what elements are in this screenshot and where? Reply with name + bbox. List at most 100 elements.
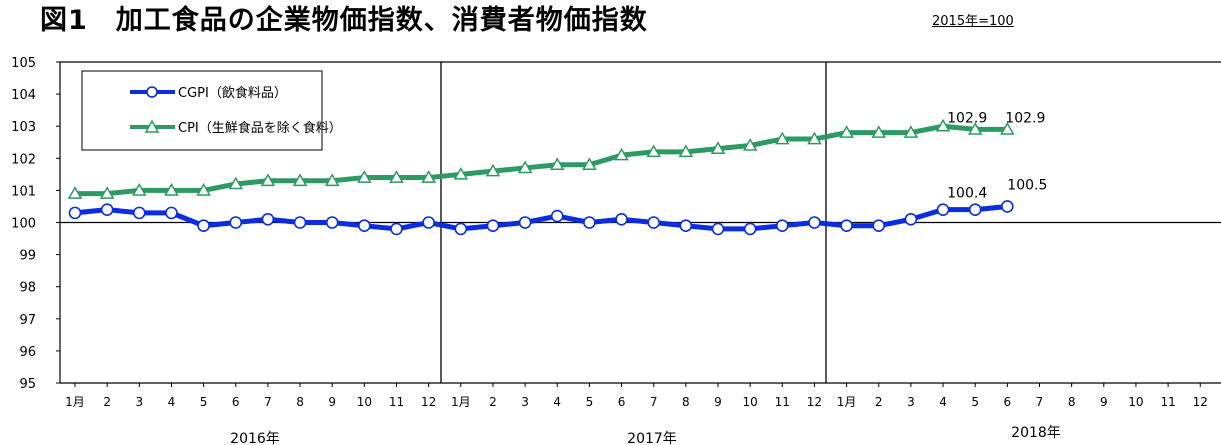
cgpi-point — [968, 203, 982, 216]
cgpi-point — [647, 216, 661, 229]
cgpi-point — [133, 206, 146, 220]
x-tick-label: 7 — [1036, 395, 1044, 409]
cgpi-point — [679, 219, 693, 233]
cgpi-point — [808, 216, 821, 229]
cpi-point — [421, 170, 436, 183]
cpi-point — [389, 170, 404, 183]
y-tick-label: 103 — [11, 120, 36, 135]
series-line-cgpi — [74, 203, 1008, 232]
series-line-cpi — [75, 123, 1008, 197]
cgpi-point — [840, 219, 853, 233]
x-tick-label: 7 — [264, 395, 272, 409]
cpi-point — [549, 157, 565, 171]
legend-label-cgpi: CGPI（飲食料品） — [178, 85, 287, 101]
x-tick-label: 9 — [1100, 395, 1108, 409]
x-tick-label: 4 — [553, 395, 561, 409]
cgpi-point — [261, 212, 275, 226]
x-tick-label: 2 — [875, 395, 883, 409]
y-tick-label: 99 — [19, 249, 36, 264]
y-tick-label: 95 — [19, 377, 36, 392]
x-tick-label: 10 — [743, 395, 758, 409]
chart-title: 図1 加工食品の企業物価指数、消費者物価指数 — [40, 5, 648, 36]
cpi-point — [742, 138, 758, 151]
cpi-point — [132, 183, 147, 196]
x-tick-label: 12 — [1193, 395, 1208, 409]
x-tick-label: 8 — [1068, 395, 1076, 409]
x-tick-label: 2 — [103, 395, 111, 409]
year-label: 2016年 — [230, 431, 280, 445]
cpi-point — [453, 166, 469, 180]
cpi-point — [775, 131, 790, 145]
x-tick-label: 12 — [421, 395, 436, 409]
x-tick-label: 3 — [521, 395, 529, 409]
cpi-point — [517, 160, 533, 174]
x-tick-label: 7 — [650, 395, 658, 409]
cgpi-point — [325, 216, 339, 229]
cpi-point — [807, 131, 822, 145]
x-tick-label: 11 — [389, 395, 404, 409]
unit-note: 2015年=100 — [932, 14, 1014, 29]
y-tick-label: 102 — [11, 152, 36, 167]
x-tick-label: 5 — [971, 395, 979, 409]
cgpi-point — [1001, 200, 1014, 213]
x-tick-label: 10 — [1128, 395, 1143, 409]
data-label: 102.9 — [947, 110, 987, 126]
x-tick-label: 5 — [586, 395, 594, 409]
cgpi-point — [197, 219, 210, 233]
cpi-point — [678, 144, 694, 158]
cpi-point — [164, 183, 179, 196]
cpi-point — [99, 186, 115, 199]
cpi-point — [1000, 122, 1015, 135]
x-tick-label: 11 — [775, 395, 790, 409]
x-tick-label: 6 — [618, 395, 626, 409]
cpi-point — [228, 176, 244, 190]
cgpi-point — [518, 216, 532, 229]
cgpi-point — [583, 216, 596, 229]
data-label: 100.4 — [947, 186, 987, 202]
legend-box — [81, 70, 323, 151]
cgpi-point — [872, 219, 886, 233]
cpi-point — [839, 125, 854, 138]
cpi-point — [614, 147, 629, 161]
cpi-point — [871, 125, 887, 138]
x-tick-label: 8 — [682, 395, 690, 409]
x-tick-label: 9 — [328, 395, 336, 409]
x-tick-label: 6 — [1004, 395, 1012, 409]
cpi-point — [292, 173, 308, 187]
x-tick-label: 6 — [232, 395, 240, 409]
x-tick-label: 2 — [489, 395, 497, 409]
cgpi-point — [550, 209, 564, 223]
cpi-point — [646, 144, 661, 158]
cpi-point — [260, 173, 276, 187]
x-tick-label: 12 — [807, 395, 822, 409]
cgpi-point — [422, 216, 435, 229]
cgpi-point — [358, 219, 371, 233]
cpi-point — [196, 183, 211, 196]
cgpi-point — [229, 216, 243, 229]
cgpi-point — [711, 222, 725, 236]
y-tick-label: 96 — [19, 345, 36, 360]
x-tick-label: 1月 — [65, 395, 85, 409]
cgpi-point — [936, 203, 950, 216]
x-tick-label: 1月 — [451, 395, 471, 409]
x-tick-label: 4 — [168, 395, 176, 409]
data-label: 102.9 — [1005, 110, 1045, 126]
y-tick-label: 104 — [11, 88, 36, 103]
cpi-point — [710, 141, 726, 154]
x-tick-label: 5 — [200, 395, 208, 409]
cpi-point — [324, 173, 340, 187]
x-tick-label: 4 — [939, 395, 947, 409]
y-tick-label: 101 — [11, 184, 36, 199]
cgpi-point — [293, 216, 307, 229]
legend-label-cpi: CPI（生鮮食品を除く食料） — [178, 120, 342, 136]
data-label: 100.5 — [1007, 177, 1047, 193]
cgpi-point — [775, 219, 789, 233]
cpi-point — [357, 170, 372, 183]
cgpi-point — [615, 212, 628, 226]
x-tick-label: 9 — [714, 395, 722, 409]
year-label: 2017年 — [627, 431, 677, 445]
cpi-point — [485, 163, 501, 177]
year-label: 2018年 — [1011, 425, 1061, 441]
x-tick-label: 3 — [907, 395, 915, 409]
